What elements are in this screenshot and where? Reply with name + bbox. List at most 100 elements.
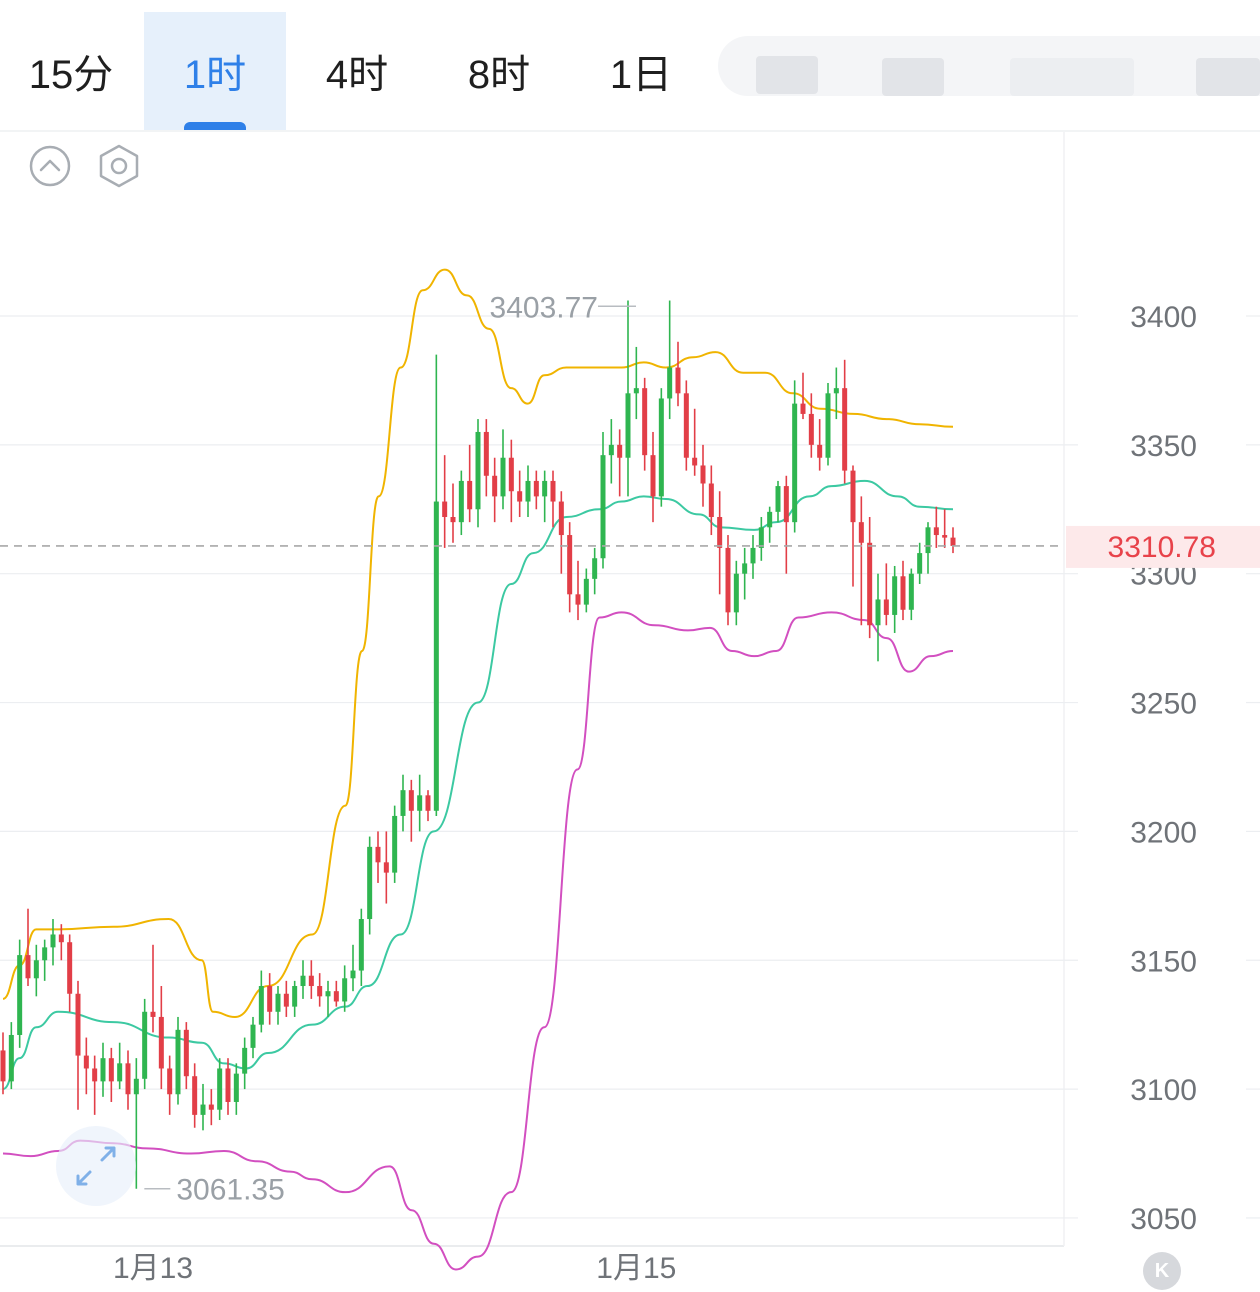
candle-body (483, 431, 489, 476)
candle (517, 470, 523, 518)
candle (25, 908, 31, 987)
candle (708, 465, 714, 536)
candle-body (325, 991, 331, 997)
candle-body (308, 975, 314, 987)
candle (683, 380, 689, 471)
candle (142, 998, 148, 1090)
candle-body (850, 470, 856, 523)
candle-body (158, 1016, 164, 1069)
candle-body (67, 942, 73, 994)
candle (608, 419, 614, 484)
candle (792, 380, 798, 533)
candle-body (625, 393, 631, 458)
tab-8hour-label: 8时 (467, 53, 531, 97)
candle (775, 480, 781, 523)
candle-body (300, 975, 306, 987)
chevron-up-circle-icon[interactable] (28, 144, 72, 193)
tab-4hour-label: 4时 (325, 53, 389, 97)
current-price-badge (1066, 525, 1260, 568)
candle-body (600, 455, 606, 559)
candle-body (608, 444, 614, 456)
k-button[interactable]: K (1143, 1252, 1181, 1290)
candle-body (225, 1068, 231, 1102)
candle (325, 980, 331, 1017)
candle (583, 568, 589, 613)
tab-1hour[interactable]: 1时 (144, 12, 286, 130)
candle-body (425, 795, 431, 811)
candle-body (25, 955, 31, 979)
candle-body (892, 576, 898, 615)
candle-body (583, 578, 589, 605)
candle-body (242, 1047, 248, 1074)
candle-body (0, 1050, 6, 1082)
candle-body (267, 986, 273, 1012)
candle-body (383, 862, 389, 873)
candle-body (775, 486, 781, 512)
candle-body (700, 465, 706, 484)
candle-body (58, 934, 64, 943)
candle-body (108, 1058, 114, 1082)
y-tick-label: 3200 (1130, 816, 1197, 849)
candle-body (475, 431, 481, 510)
candle (567, 522, 573, 613)
expand-button[interactable] (56, 1126, 136, 1206)
tab-8hour[interactable]: 8时 (428, 12, 570, 130)
candle (600, 431, 606, 569)
candle (300, 960, 306, 999)
candle-body (692, 457, 698, 466)
timeframe-tabs: 15分 1时 4时 8时 1日 (0, 12, 1260, 130)
blurred-block (882, 58, 944, 96)
candle (358, 908, 364, 987)
candle-body (792, 403, 798, 523)
candle (0, 1032, 6, 1095)
candle (725, 535, 731, 626)
candle (50, 919, 56, 966)
candle (692, 408, 698, 476)
candle-body (33, 960, 39, 979)
candle (408, 779, 414, 842)
candle (258, 970, 264, 1033)
candle (558, 491, 564, 574)
candle-body (200, 1104, 206, 1115)
candle (225, 1058, 231, 1115)
candle (292, 980, 298, 1017)
candle-body (375, 846, 381, 863)
candle-body (550, 480, 556, 502)
candle (533, 470, 539, 510)
candle (233, 1063, 239, 1115)
candle (192, 1063, 198, 1128)
annotations: 3310.78 3403.77 3061.35 (0, 291, 1260, 1207)
candle-body (250, 1024, 256, 1048)
candle (417, 774, 423, 832)
tab-4hour[interactable]: 4时 (286, 12, 428, 130)
hexagon-settings-icon[interactable] (96, 144, 142, 193)
tab-1day[interactable]: 1日 (570, 12, 712, 130)
candle-body (650, 455, 656, 497)
candle (650, 431, 656, 523)
candle-body (292, 986, 298, 1007)
candle (150, 944, 156, 1033)
candle-body (525, 480, 531, 502)
candle (508, 439, 514, 523)
candle (933, 506, 939, 548)
candle-body (258, 986, 264, 1025)
tab-15min[interactable]: 15分 (0, 12, 142, 130)
candle (108, 1047, 114, 1102)
candle-body (542, 480, 548, 497)
candle (942, 509, 948, 548)
candle-body (717, 517, 723, 548)
candle (875, 573, 881, 662)
candle (542, 470, 548, 523)
candle (750, 535, 756, 579)
candle (208, 1089, 214, 1126)
candle-body (508, 457, 514, 492)
candle (308, 960, 314, 999)
candle-body (658, 398, 664, 497)
candle (475, 419, 481, 528)
candle-body (283, 993, 289, 1007)
candle (892, 565, 898, 633)
candle-body (808, 413, 814, 445)
candle-body (450, 517, 456, 523)
candle (617, 429, 623, 497)
